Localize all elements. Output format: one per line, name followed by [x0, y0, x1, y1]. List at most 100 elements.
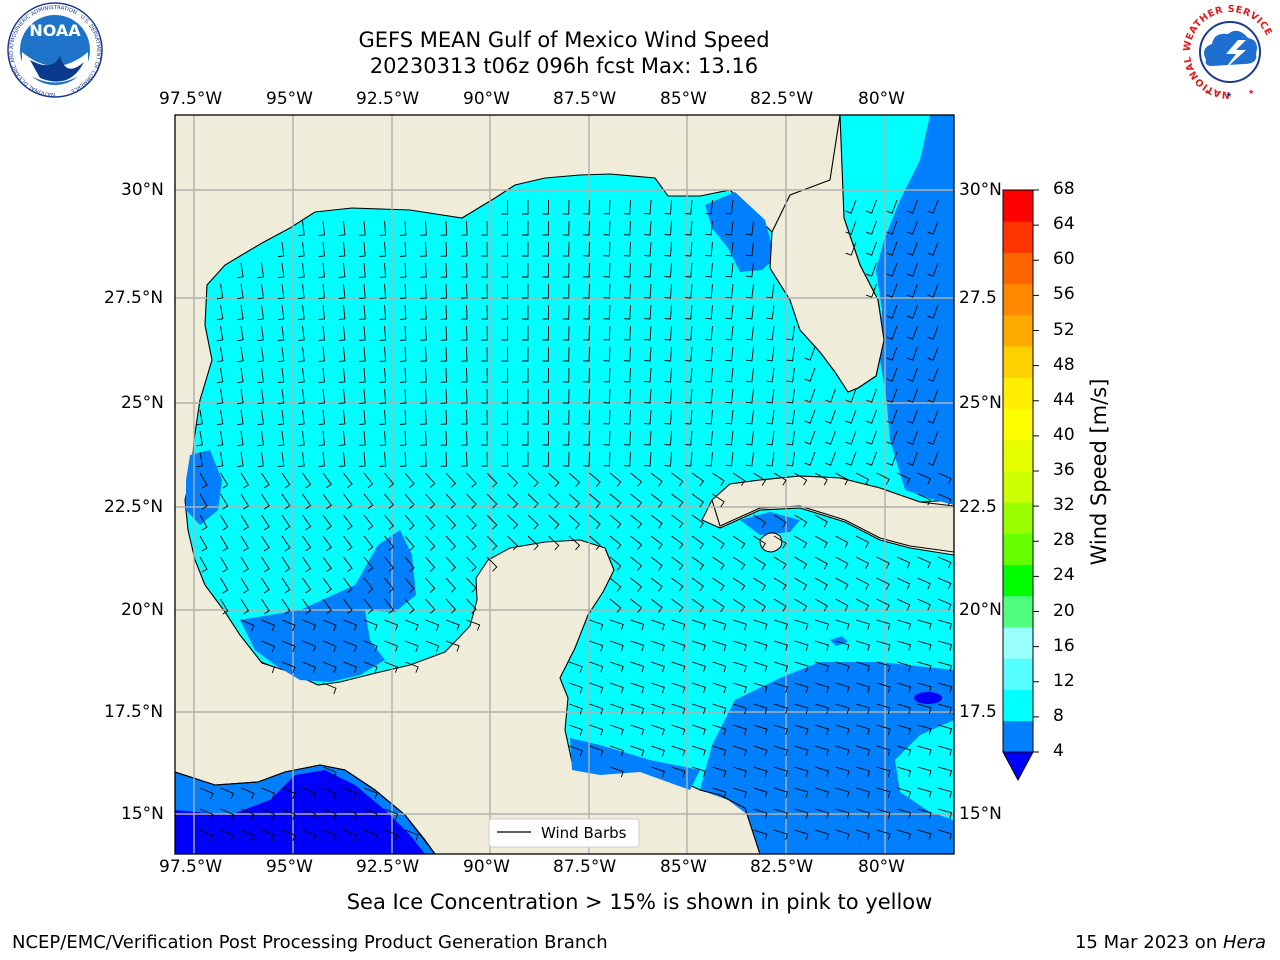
- wind-barb: [562, 388, 570, 404]
- wind-barb: [845, 451, 857, 466]
- footer-machine: Hera: [1222, 932, 1266, 953]
- wind-barb: [927, 241, 939, 256]
- wind-barb: [814, 703, 829, 714]
- wind-barb: [745, 430, 754, 446]
- wind-barb: [671, 766, 686, 778]
- wind-barb: [753, 619, 768, 631]
- wind-barb: [277, 409, 285, 426]
- wind-barb: [814, 640, 829, 651]
- wind-barb: [481, 451, 488, 467]
- wind-barb: [814, 745, 829, 756]
- wind-barb: [927, 220, 939, 235]
- wind-barb: [725, 451, 734, 467]
- wind-barb: [522, 431, 529, 446]
- wind-barb: [603, 409, 611, 425]
- wind-barb: [917, 598, 931, 611]
- wind-barb: [338, 451, 346, 467]
- wind-patch-south-lane: [740, 512, 800, 535]
- wind-barb: [583, 346, 590, 362]
- wind-barb: [562, 241, 570, 257]
- wind-barb: [804, 346, 816, 361]
- wind-barb: [917, 724, 932, 735]
- wind-barb: [216, 304, 224, 321]
- wind-barb: [609, 682, 624, 694]
- wind-barb: [927, 430, 939, 445]
- wind-barb: [420, 262, 427, 278]
- wind-barb: [603, 241, 611, 257]
- wind-barb: [338, 220, 346, 236]
- wind-barb: [338, 304, 346, 320]
- wind-barb: [384, 514, 395, 530]
- wind-barb: [691, 535, 705, 550]
- wind-barb: [562, 409, 570, 425]
- wind-barb: [855, 682, 870, 693]
- wind-barb: [237, 346, 244, 363]
- wind-barb: [814, 787, 829, 798]
- wind-barb: [725, 367, 734, 383]
- wind-barb: [542, 409, 549, 425]
- wind-barb: [732, 703, 747, 715]
- wind-barb: [583, 199, 590, 215]
- wind-barb: [705, 199, 713, 215]
- wind-barb: [359, 430, 366, 446]
- wind-barb: [745, 451, 754, 467]
- wind-barb: [568, 682, 583, 694]
- wind-barb: [220, 472, 229, 489]
- wind-barb: [664, 304, 672, 320]
- wind-barb: [876, 682, 891, 693]
- wind-barb: [927, 283, 939, 298]
- wind-barb: [481, 262, 488, 278]
- wind-barb: [753, 514, 766, 528]
- wind-barb: [261, 787, 275, 800]
- wind-barb: [609, 619, 624, 631]
- wind-barb: [466, 556, 477, 572]
- wind-barb: [589, 493, 601, 508]
- wind-barb: [501, 409, 509, 425]
- wind-barb: [261, 619, 275, 632]
- wind-barb: [542, 346, 549, 362]
- wind-barb: [623, 220, 631, 236]
- wind-barb: [732, 724, 747, 736]
- colorbar-label: Wind Speed [m/s]: [1087, 378, 1111, 566]
- wind-barb: [548, 535, 560, 551]
- wind-barb: [583, 241, 590, 257]
- wind-barb: [583, 409, 590, 425]
- wind-barb: [712, 787, 727, 799]
- wind-barb: [732, 787, 747, 799]
- wind-barb: [302, 577, 312, 594]
- wind-barb: [773, 682, 788, 694]
- wind-barb: [671, 745, 686, 757]
- wind-barb: [876, 829, 891, 840]
- wind-patch-caribbean: [700, 662, 954, 854]
- wind-barb: [548, 514, 560, 530]
- wind-barb: [865, 241, 877, 256]
- wind-barb: [318, 409, 325, 426]
- wind-barb: [440, 430, 448, 446]
- wind-barb: [855, 556, 870, 569]
- wind-barb: [440, 367, 448, 383]
- wind-barb: [363, 640, 378, 652]
- wind-barb: [501, 325, 509, 341]
- wind-barb: [302, 661, 317, 673]
- wind-barb: [542, 388, 549, 404]
- wind-barb: [835, 787, 850, 798]
- wind-barb: [298, 325, 305, 342]
- graticule: [175, 115, 954, 854]
- wind-barb: [603, 199, 611, 215]
- wind-barb: [363, 808, 378, 820]
- wind-barb: [671, 703, 686, 715]
- wind-barb: [302, 514, 312, 531]
- wind-barb: [664, 409, 672, 425]
- wind-barb: [906, 430, 918, 445]
- wind-barb: [603, 325, 611, 341]
- wind-barb: [855, 535, 870, 548]
- wind-barb: [318, 367, 325, 384]
- wind-barb: [664, 430, 672, 446]
- wind-barb: [814, 682, 829, 693]
- wind-barb: [220, 808, 234, 821]
- wind-barb: [298, 451, 305, 468]
- wind-barb: [794, 745, 809, 756]
- wind-barb: [281, 661, 296, 673]
- wind-barb: [773, 745, 788, 757]
- wind-barb: [886, 409, 898, 424]
